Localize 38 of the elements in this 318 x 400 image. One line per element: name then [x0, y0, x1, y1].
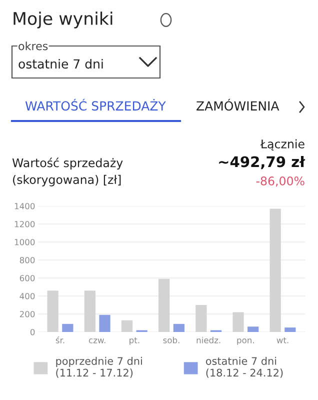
- legend-label: poprzednie 7 dni (11.12 - 17.12): [56, 356, 142, 378]
- bar: [99, 314, 110, 332]
- y-tick-label: 0: [30, 328, 35, 336]
- y-tick-label: 200: [20, 310, 35, 318]
- text: -86,00%: [256, 176, 304, 187]
- bar: [284, 328, 296, 332]
- bar: [84, 290, 96, 332]
- bar: [158, 278, 170, 332]
- y-tick-label: 1200: [14, 220, 35, 228]
- bar: [62, 324, 74, 332]
- text: ostatnie 7 dni: [18, 58, 103, 69]
- bar: [196, 305, 207, 332]
- bar: [248, 326, 259, 332]
- y-tick-label: 1000: [14, 238, 35, 246]
- text: Łącznie: [260, 139, 304, 151]
- y-tick-label: 1400: [14, 202, 35, 210]
- text: WARTOŚĆ SPRZEDAŻY: [25, 98, 166, 111]
- text: okres: [18, 42, 48, 50]
- chart-title: Moje wyniki: [14, 12, 112, 28]
- bar: [232, 312, 244, 332]
- legend-label: ostatnie 7 dni (18.12 - 24.12): [206, 356, 283, 378]
- text: ZAMÓWIENIA: [196, 98, 280, 111]
- x-tick-label: niedz.: [196, 336, 220, 344]
- bar: [270, 208, 281, 332]
- x-tick-label: czw.: [88, 338, 106, 344]
- bar: [173, 324, 184, 332]
- bar: [121, 320, 133, 332]
- y-axis-title: Wartość sprzedaży (skorygowana) [zł]: [12, 158, 123, 186]
- x-tick-label: pt.: [130, 337, 140, 345]
- y-tick-label: 800: [20, 256, 35, 264]
- x-tick-label: wt.: [276, 337, 288, 344]
- text: ~492,79 zł: [219, 156, 306, 170]
- x-tick-label: śr.: [56, 336, 64, 344]
- y-tick-label: 400: [20, 292, 35, 300]
- y-tick-label: 600: [20, 274, 35, 282]
- bar: [47, 290, 58, 332]
- x-tick-label: pon.: [237, 338, 254, 345]
- x-tick-label: sob.: [163, 336, 180, 344]
